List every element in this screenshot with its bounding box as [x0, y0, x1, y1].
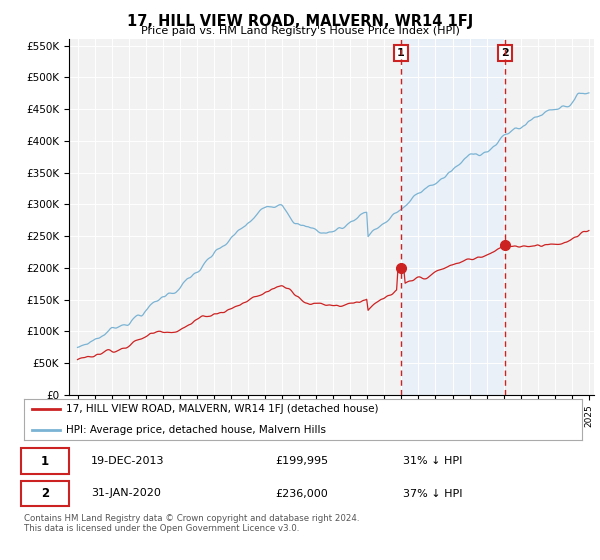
Text: 1: 1 — [41, 455, 49, 468]
Bar — [401, 39, 505, 395]
Text: 17, HILL VIEW ROAD, MALVERN, WR14 1FJ: 17, HILL VIEW ROAD, MALVERN, WR14 1FJ — [127, 14, 473, 29]
Text: 31% ↓ HPI: 31% ↓ HPI — [403, 456, 463, 466]
Text: 2: 2 — [501, 48, 509, 58]
Text: 37% ↓ HPI: 37% ↓ HPI — [403, 488, 463, 498]
Text: 2: 2 — [41, 487, 49, 500]
FancyBboxPatch shape — [21, 480, 68, 506]
FancyBboxPatch shape — [21, 449, 68, 474]
Text: HPI: Average price, detached house, Malvern Hills: HPI: Average price, detached house, Malv… — [66, 424, 326, 435]
Text: £236,000: £236,000 — [275, 488, 328, 498]
Text: 19-DEC-2013: 19-DEC-2013 — [91, 456, 164, 466]
Text: Contains HM Land Registry data © Crown copyright and database right 2024.
This d: Contains HM Land Registry data © Crown c… — [24, 514, 359, 534]
Text: 17, HILL VIEW ROAD, MALVERN, WR14 1FJ (detached house): 17, HILL VIEW ROAD, MALVERN, WR14 1FJ (d… — [66, 404, 379, 414]
Text: £199,995: £199,995 — [275, 456, 328, 466]
Text: 1: 1 — [397, 48, 405, 58]
Text: 31-JAN-2020: 31-JAN-2020 — [91, 488, 161, 498]
Text: Price paid vs. HM Land Registry's House Price Index (HPI): Price paid vs. HM Land Registry's House … — [140, 26, 460, 36]
